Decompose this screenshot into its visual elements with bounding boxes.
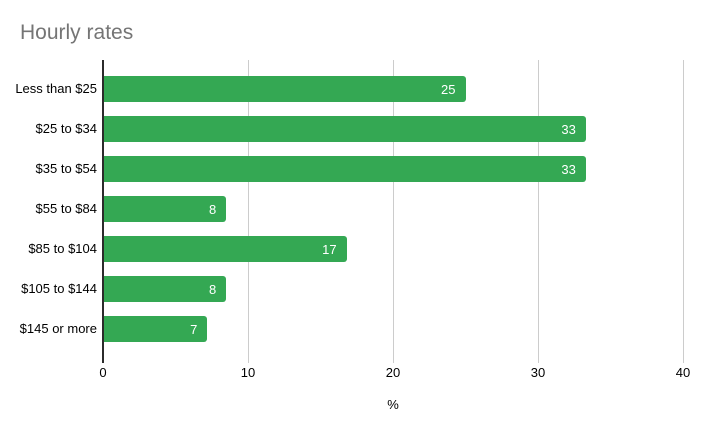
- bar-value-label: 8: [209, 201, 217, 217]
- gridline: [393, 60, 394, 363]
- bar: 33: [103, 116, 586, 142]
- bar-value-label: 25: [441, 81, 456, 97]
- x-tick-label: 40: [675, 365, 691, 380]
- y-axis-baseline: [102, 60, 104, 363]
- bar-value-label: 33: [561, 161, 576, 177]
- category-label: $35 to $54: [35, 161, 97, 176]
- bar-value-label: 33: [561, 121, 576, 137]
- gridline: [248, 60, 249, 363]
- gridline: [683, 60, 684, 363]
- x-tick-label: 20: [385, 365, 401, 380]
- bar: 25: [103, 76, 466, 102]
- category-label: Less than $25: [15, 81, 97, 96]
- bar: 17: [103, 236, 347, 262]
- category-label: $25 to $34: [35, 121, 97, 136]
- category-label: $105 to $144: [21, 281, 97, 296]
- category-label: $55 to $84: [35, 201, 97, 216]
- x-tick-label: 30: [530, 365, 546, 380]
- bar-value-label: 17: [322, 241, 337, 257]
- bar: 8: [103, 276, 227, 302]
- category-axis-labels: Less than $25 $25 to $34 $35 to $54 $55 to …: [0, 60, 97, 358]
- chart-title: Hourly rates: [20, 21, 134, 44]
- gridline: [538, 60, 539, 363]
- bar: 33: [103, 156, 586, 182]
- plot-area: 25 33 33 8 17 8 7: [103, 60, 683, 358]
- bar-value-label: 7: [190, 321, 198, 337]
- bar: 7: [103, 316, 208, 342]
- bar: 8: [103, 196, 227, 222]
- x-tick-label: 0: [99, 365, 107, 380]
- x-axis-title: %: [387, 397, 399, 412]
- category-label: $145 or more: [19, 321, 97, 336]
- bar-value-label: 8: [209, 281, 217, 297]
- category-label: $85 to $104: [28, 241, 97, 256]
- x-tick-label: 10: [240, 365, 256, 380]
